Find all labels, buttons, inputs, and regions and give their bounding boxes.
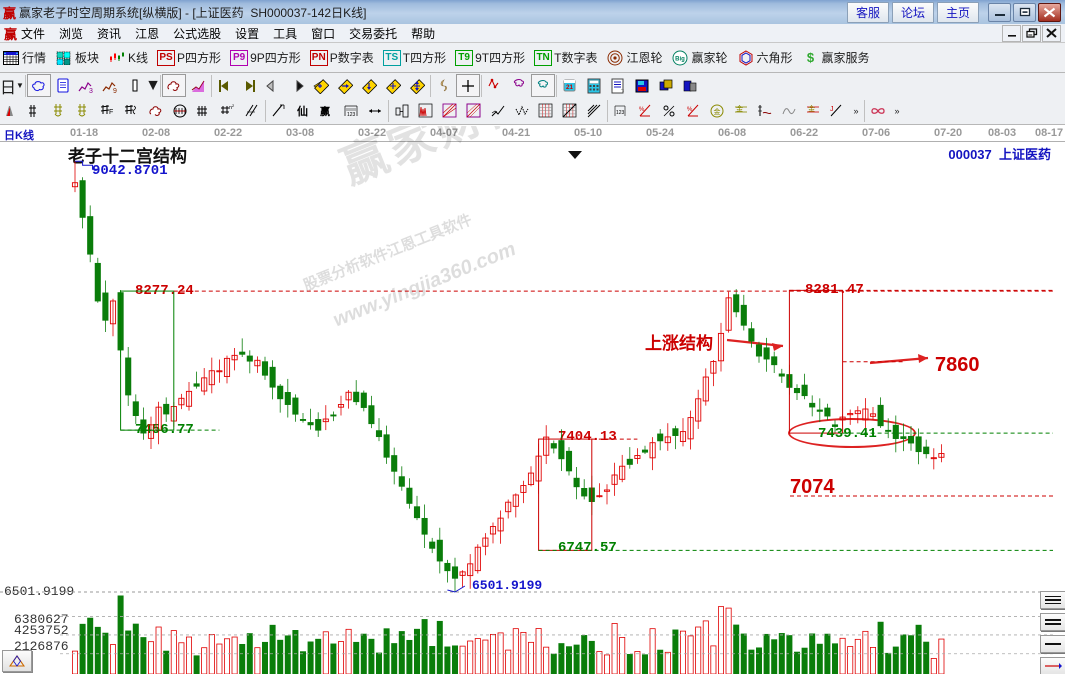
svg-text:金: 金	[808, 104, 815, 113]
svg-text:赢: 赢	[320, 105, 330, 118]
svg-text:9: 9	[113, 88, 117, 94]
svg-text:3: 3	[89, 88, 93, 94]
svg-text:123: 123	[347, 112, 356, 118]
svg-text:仙: 仙	[297, 104, 308, 118]
svg-text:2: 2	[232, 103, 235, 108]
svg-text:21: 21	[566, 84, 574, 91]
svg-text:金: 金	[736, 104, 743, 113]
svg-text:金: 金	[714, 107, 721, 116]
svg-text:F: F	[109, 109, 113, 116]
svg-text:%: %	[639, 107, 645, 113]
svg-text:Big: Big	[676, 56, 686, 62]
svg-text:123: 123	[616, 110, 625, 116]
svg-text:%: %	[687, 107, 693, 113]
svg-text:J: J	[830, 106, 834, 113]
